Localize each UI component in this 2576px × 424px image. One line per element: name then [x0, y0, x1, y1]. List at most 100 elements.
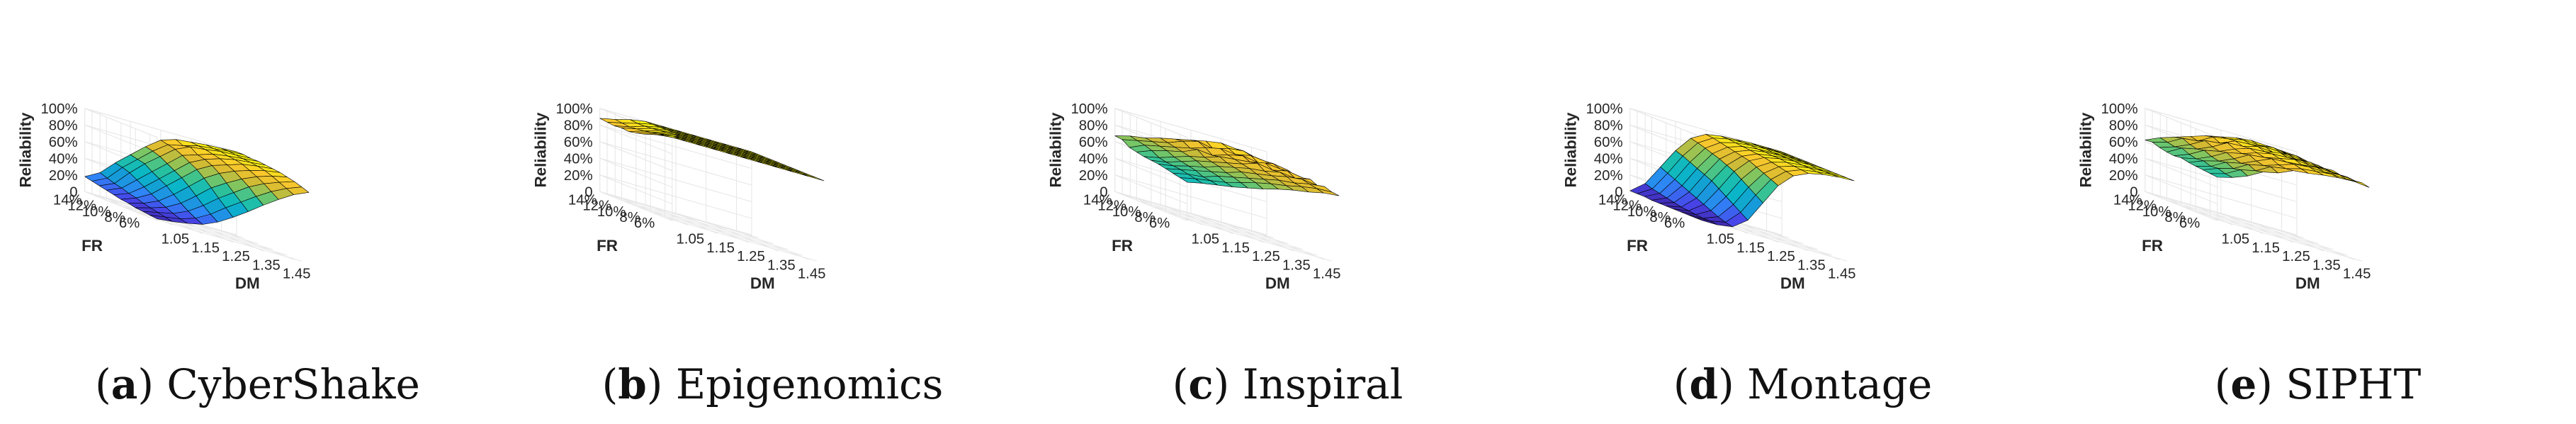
z-tick-label: 40%	[49, 151, 78, 167]
x-tick-label: 1.15	[706, 240, 735, 256]
y-tick-label: 12%	[1097, 199, 1126, 214]
surface-plot-inspiral: 020%40%60%80%100% 1.051.151.251.351.45 14%…	[1046, 101, 1340, 292]
caption-title: CyberShake	[166, 360, 420, 408]
z-tick-label: 20%	[564, 168, 593, 184]
caption-montage: (d) Montage	[1673, 360, 1933, 408]
panel-sipht: 0 20% 40% 60% 80% 100% 1.05 1.15 1.25 1.35 1.45 14%…	[2060, 0, 2575, 424]
z-tick-label: 0	[2130, 184, 2137, 200]
gridline-y-floor	[1136, 199, 1289, 245]
y-tick-label: 14%	[2113, 193, 2142, 208]
surface-patch	[2346, 179, 2370, 188]
x-tick-label: 1.05	[161, 232, 189, 247]
y-tick-label: 6%	[1664, 216, 1685, 231]
x-tick-label: 1.45	[798, 267, 826, 282]
gridline-y-floor	[1151, 206, 1304, 250]
y-tick-label: 8%	[1649, 210, 1670, 225]
caption-title: Montage	[1747, 360, 1933, 408]
y-tick-label: 8%	[2164, 210, 2185, 225]
x-tick-label: 1.25	[1767, 249, 1795, 264]
x-tick-label: 1.15	[1221, 240, 1250, 256]
gridline-y-floor	[1180, 217, 1332, 262]
y-tick-label: 8%	[1134, 210, 1155, 225]
x-axis-label: DM	[1780, 274, 1805, 292]
x-tick-label: 1.15	[191, 240, 220, 256]
gridline-y-floor	[1122, 194, 1275, 238]
z-tick-label: 60%	[2109, 135, 2138, 150]
x-tick-label: 1.35	[2312, 257, 2341, 273]
z-tick-label: 100%	[1586, 101, 1622, 117]
z-axis-label: Reliability	[16, 112, 34, 187]
x-tick-label: 1.45	[283, 267, 311, 282]
z-tick-label: 20%	[1079, 168, 1108, 184]
panel-inspiral: 0 20% 40% 60% 80% 100% 1.05 1.15 1.25 1.35 1.45 14%…	[1030, 0, 1545, 424]
caption-cybershake: (a) CyberShake	[95, 360, 420, 408]
z-tick-label: 60%	[564, 135, 593, 150]
plot-area: 020%40%60%80%100% 1.051.151.251.351.45 14%…	[2077, 101, 2371, 292]
gridline-y-floor	[650, 211, 803, 256]
y-tick-label: 10%	[1112, 204, 1141, 220]
surface-plot-epigenomics: 020%40%60%80%100% 1.051.151.251.351.45 14%…	[531, 101, 825, 292]
gridline-z	[599, 191, 672, 221]
z-tick-label: 40%	[1594, 151, 1623, 167]
surface-patch	[1316, 188, 1340, 196]
gridline-y-floor	[2167, 199, 2319, 245]
gridline-y-floor	[2181, 206, 2334, 250]
plot-area: 020%40%60%80%100% 1.051.151.251.351.45 14%…	[1046, 101, 1340, 292]
z-tick-label: 40%	[1079, 151, 1108, 167]
gridline-y-floor	[665, 217, 817, 262]
surface-patch	[801, 173, 825, 182]
z-tick-label: 80%	[2109, 118, 2138, 134]
x-axis-label: DM	[2295, 274, 2320, 292]
y-tick-label: 8%	[104, 210, 125, 225]
y-axis-label: FR	[1627, 237, 1648, 255]
z-tick-label: 0	[1100, 184, 1107, 200]
gridline-y-floor	[149, 217, 302, 262]
x-tick-label: 1.35	[767, 257, 796, 273]
caption-title: Inspiral	[1242, 360, 1403, 408]
plot-area: 020%40%60%80%100% 1.051.151.251.351.45 14%…	[531, 101, 825, 292]
caption-letter: a	[111, 360, 138, 408]
z-tick-label: 20%	[2109, 168, 2138, 184]
x-tick-label: 1.15	[1736, 240, 1765, 256]
y-tick-label: 12%	[582, 199, 611, 214]
y-tick-label: 8%	[619, 210, 640, 225]
y-tick-label: 10%	[597, 204, 626, 220]
z-axis-label: Reliability	[1561, 112, 1579, 187]
x-tick-label: 1.05	[2221, 232, 2249, 247]
x-tick-label: 1.45	[1828, 267, 1856, 282]
x-axis-label: DM	[1265, 274, 1290, 292]
plot-area: 020%40%60%80%100% 1.051.151.251.351.45 14%…	[16, 101, 310, 292]
z-tick-label: 80%	[1079, 118, 1108, 134]
gridline-y-floor	[1165, 211, 1318, 256]
z-tick-label: 100%	[1070, 101, 1107, 117]
y-tick-label: 6%	[119, 216, 140, 231]
caption-letter: c	[1188, 360, 1214, 408]
z-tick-label: 20%	[49, 168, 78, 184]
caption-title: SIPHT	[2286, 360, 2422, 408]
y-axis-label: FR	[1112, 237, 1133, 255]
panel-montage: 0 20% 40% 60% 80% 100% 1.05 1.15 1.25 1.35 1.45 14%…	[1545, 0, 2060, 424]
y-tick-label: 12%	[1612, 199, 1642, 214]
y-tick-label: 6%	[2179, 216, 2200, 231]
caption-epigenomics: (b) Epigenomics	[601, 360, 944, 408]
z-tick-label: 40%	[2109, 151, 2138, 167]
surface-plot-montage: 020%40%60%80%100% 1.051.151.251.351.45 14%…	[1561, 101, 1856, 292]
x-tick-label: 1.45	[1313, 267, 1341, 282]
y-tick-label: 14%	[1598, 193, 1627, 208]
surface-patch	[1831, 174, 1855, 182]
y-axis-label: FR	[81, 237, 103, 255]
y-tick-label: 10%	[82, 204, 111, 220]
z-tick-label: 100%	[2101, 101, 2137, 117]
caption-sipht: (e) SIPHT	[2214, 360, 2422, 408]
caption-letter: d	[1689, 360, 1719, 408]
gridline-y-floor	[2152, 194, 2305, 238]
y-axis-label: FR	[597, 237, 618, 255]
x-tick-label: 1.35	[1282, 257, 1311, 273]
x-tick-label: 1.05	[1191, 232, 1219, 247]
z-axis-label: Reliability	[2077, 112, 2094, 187]
z-tick-label: 60%	[1594, 135, 1623, 150]
y-tick-label: 12%	[67, 199, 96, 214]
z-tick-label: 80%	[1594, 118, 1623, 134]
y-tick-label: 6%	[1149, 216, 1170, 231]
y-tick-label: 12%	[2128, 199, 2157, 214]
